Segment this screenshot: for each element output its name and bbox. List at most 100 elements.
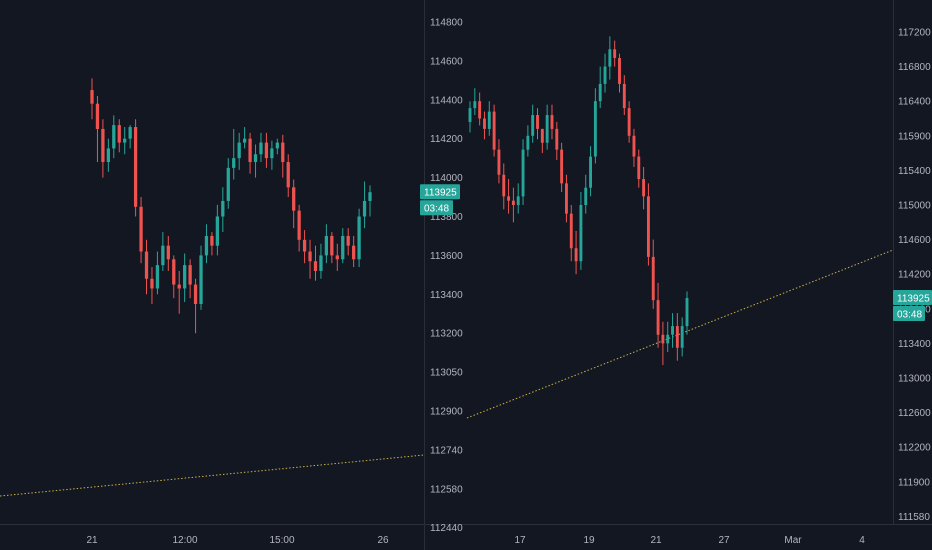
right-candle-body (507, 196, 511, 201)
left-candle-body (357, 216, 361, 260)
left-candle-body (95, 103, 100, 129)
left-candle-body (259, 142, 263, 155)
left-price-tick-label: 112740 (430, 445, 463, 456)
left-candle-body (199, 255, 203, 305)
right-candle-body (497, 149, 501, 175)
right-candle-body (666, 334, 670, 344)
left-candle-body (275, 142, 279, 149)
left-candle-body (286, 162, 290, 188)
left-candle-body (319, 255, 323, 271)
right-candle-body (613, 49, 617, 58)
left-price-tick-label: 114600 (430, 56, 463, 67)
left-candle-body (264, 142, 269, 159)
right-price-tick-label: 115900 (898, 131, 931, 142)
right-candle-body (487, 111, 491, 129)
right-candle-body (622, 83, 626, 109)
right-candle-body (627, 108, 631, 136)
right-candle-body (473, 101, 477, 109)
left-price-tick-label: 113600 (430, 251, 463, 262)
right-candle-body (521, 149, 525, 197)
right-candle-body (574, 248, 578, 262)
left-candle-body (248, 138, 252, 163)
left-last-price-label: 113925 (424, 188, 457, 199)
left-candle-body (161, 245, 165, 266)
right-candle-body (632, 135, 636, 157)
left-price-tick-label: 113200 (430, 329, 463, 340)
right-price-tick-label: 117200 (898, 28, 931, 39)
right-time-tick-label: 19 (583, 535, 595, 546)
right-candle-body (511, 200, 515, 205)
right-candle-body (651, 256, 655, 301)
right-last-price-label: 113925 (897, 293, 930, 304)
right-price-tick-label: 113000 (898, 374, 931, 385)
left-price-tick-label: 113400 (430, 290, 463, 301)
left-candle-body (188, 265, 192, 285)
left-price-tick-label: 113050 (430, 368, 463, 379)
right-price-tick-label: 111900 (898, 477, 930, 488)
left-candle-body (232, 158, 236, 168)
left-price-tick-label: 114400 (430, 95, 463, 106)
left-candle-body (281, 142, 285, 163)
right-time-tick-label: 27 (718, 535, 730, 546)
left-candle-body (155, 265, 160, 289)
left-price-tick-label: 112440 (430, 523, 463, 534)
left-candle-body (139, 206, 143, 252)
right-candle-body (478, 101, 482, 119)
right-candle-body (550, 115, 554, 129)
right-candle-body (516, 196, 520, 205)
left-time-tick-label: 26 (377, 535, 389, 546)
right-candle-body (560, 149, 564, 184)
left-price-tick-label: 112900 (430, 407, 463, 418)
left-time-tick-label: 21 (86, 535, 98, 546)
right-price-tick-label: 112600 (898, 408, 931, 419)
right-candle-body (685, 297, 689, 327)
left-price-tick-label: 114200 (430, 134, 463, 145)
left-candle-body (308, 251, 312, 262)
right-candle-body (671, 326, 674, 335)
right-candle-body (618, 57, 621, 84)
left-candle-body (302, 239, 307, 252)
right-price-tick-label: 114200 (898, 270, 931, 281)
left-candle-body (330, 235, 334, 256)
left-time-tick-label: 15:00 (269, 535, 294, 546)
left-price-tick-label: 114800 (430, 18, 463, 29)
left-candle-body (221, 200, 225, 217)
left-candle-body (253, 154, 258, 163)
right-candle-body (656, 300, 660, 335)
left-candle-body (313, 261, 318, 271)
left-candle-body (204, 235, 209, 256)
right-candle-body (589, 156, 593, 188)
left-trendline[interactable] (0, 454, 425, 497)
right-price-tick-label: 113400 (898, 339, 931, 350)
left-candle-body (324, 235, 329, 256)
left-candle-body (123, 138, 127, 143)
right-candle-body (598, 83, 602, 102)
left-candle-body (177, 284, 181, 289)
right-candle-body (675, 326, 679, 348)
right-candle-body (593, 101, 597, 157)
right-candle-body (608, 49, 612, 67)
left-candle-body (144, 251, 149, 279)
right-chart-panel[interactable]: 117200 116800 116400 115900 115400 115000 1146… (466, 28, 932, 547)
left-price-tick-label: 113800 (430, 212, 463, 223)
right-candle-body (536, 115, 539, 129)
right-price-tick-label: 116400 (898, 97, 931, 108)
right-candle-body (540, 128, 544, 143)
left-candle-body (117, 125, 121, 143)
left-candle-body (215, 216, 220, 246)
right-candle-body (637, 156, 641, 180)
left-candle-body (90, 90, 94, 104)
left-price-tick-label: 114000 (430, 173, 463, 184)
left-chart-panel[interactable]: 114800 114600 114400 114200 114000 113800 1136… (0, 18, 463, 550)
right-last-price-badge (893, 289, 932, 305)
left-candle-body (362, 200, 367, 217)
left-candle-body (166, 245, 170, 260)
right-price-tick-label: 111580 (898, 512, 930, 523)
right-trendline[interactable] (466, 249, 894, 419)
right-time-tick-label: Mar (784, 535, 802, 546)
left-candle-body (335, 255, 339, 260)
left-candle-body (112, 125, 116, 149)
right-candle-body (531, 115, 535, 136)
